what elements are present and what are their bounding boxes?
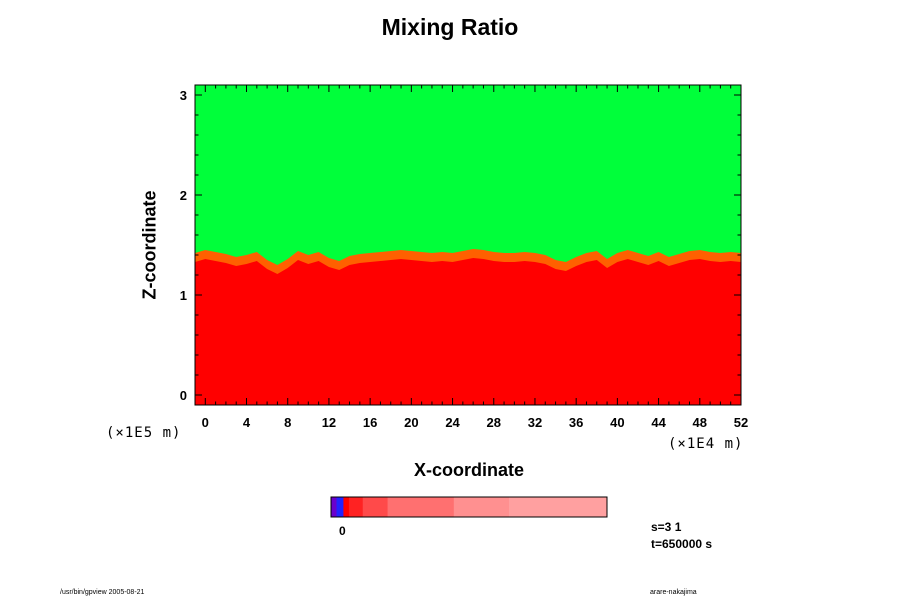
y-tick-label: 3 [180, 88, 187, 103]
x-tick-label: 44 [651, 415, 666, 430]
colorbar-segment [348, 497, 364, 517]
y-axis-label: Z-coordinate [139, 190, 160, 300]
y-scale-label: (×1E5 m) [106, 425, 182, 441]
footer-right: arare-nakajima [650, 589, 697, 596]
colorbar-segment [387, 497, 455, 517]
x-scale-label: (×1E4 m) [668, 436, 744, 452]
x-tick-label: 0 [202, 415, 209, 430]
colorbar-segment [343, 497, 350, 517]
axis-ticks [194, 85, 742, 405]
y-tick-label: 1 [180, 288, 187, 303]
time-label: t=650000 s [651, 537, 713, 551]
y-tick-label: 2 [180, 188, 187, 203]
x-tick-label: 20 [404, 415, 418, 430]
x-tick-label: 8 [284, 415, 291, 430]
x-tick-label: 48 [693, 415, 707, 430]
x-tick-label: 32 [528, 415, 542, 430]
x-tick-label: 52 [734, 415, 748, 430]
colorbar-segment [362, 497, 389, 517]
x-tick-label: 24 [445, 415, 460, 430]
heatmap-field [195, 85, 741, 405]
y-tick-label: 0 [180, 388, 187, 403]
chart-title: Mixing Ratio [381, 14, 519, 40]
colorbar-segment [331, 497, 338, 517]
colorbar-label: 0 [339, 524, 346, 538]
x-tick-label: 12 [322, 415, 336, 430]
upper-layer-region [195, 85, 741, 265]
colorbar-frame [330, 496, 608, 518]
colorbar [330, 496, 608, 518]
step-label: s=3 1 [651, 520, 682, 534]
x-tick-label: 28 [487, 415, 501, 430]
x-tick-label: 36 [569, 415, 583, 430]
colorbar-segment [453, 497, 510, 517]
footer-left: /usr/bin/gpview 2005-08-21 [60, 589, 145, 596]
x-axis-label: X-coordinate [413, 460, 524, 480]
x-tick-label: 16 [363, 415, 377, 430]
x-tick-label: 40 [610, 415, 624, 430]
plot-frame [194, 84, 742, 406]
x-tick-label: 4 [243, 415, 251, 430]
colorbar-segment [509, 497, 608, 517]
colorbar-segment [336, 497, 344, 517]
